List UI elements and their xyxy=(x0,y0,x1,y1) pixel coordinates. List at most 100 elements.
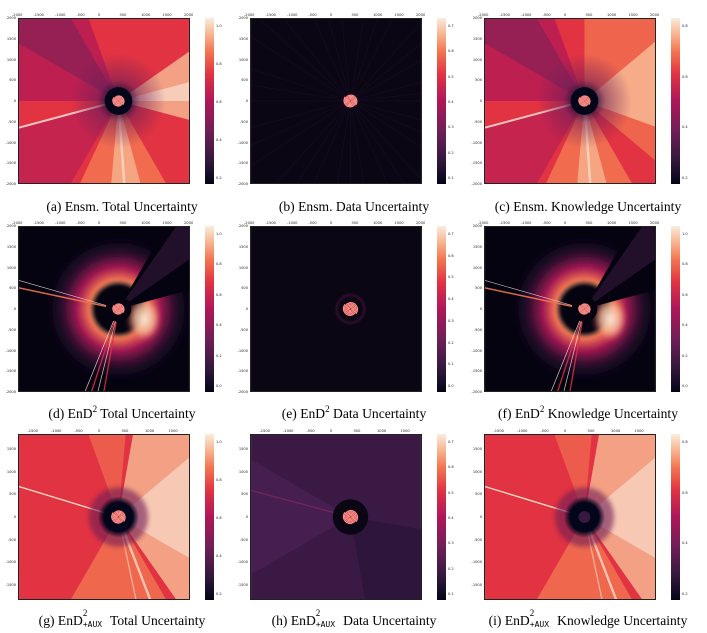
y-tick-label: 1000 xyxy=(6,469,16,474)
x-tick-label: 0 xyxy=(564,221,567,225)
x-tick-label: 0 xyxy=(564,429,567,433)
y-tick-label: 0 xyxy=(245,99,248,103)
y-tick-label: 500 xyxy=(241,78,248,83)
caption-i: (i) EnD 2 +AUX Knowledge Uncertainty xyxy=(470,608,706,629)
y-tick-label: -500 xyxy=(473,327,482,332)
caption-subscript: +AUX xyxy=(529,620,550,629)
y-tick-label: -1500 xyxy=(471,369,482,374)
spiral-arm xyxy=(344,94,358,106)
x-tick-label: -2000 xyxy=(244,221,255,225)
caption-prefix: (g) EnD xyxy=(38,613,83,628)
x-tick-label: -1000 xyxy=(521,13,532,17)
x-tick-label: -1500 xyxy=(33,221,44,225)
y-tick-label: -500 xyxy=(7,327,16,332)
uncertainty-ray xyxy=(350,22,421,102)
colorbar-tick-label: 0.8 xyxy=(682,440,688,444)
uncertainty-ray xyxy=(251,100,351,166)
y-tick-label: -2000 xyxy=(471,182,482,186)
colorbar-tick-label: 1.0 xyxy=(216,440,222,444)
colorbar-tick-label: 0.2 xyxy=(682,592,688,596)
x-tick-label: -1000 xyxy=(287,221,298,225)
colorbar xyxy=(437,226,446,392)
uncertainty-heatmap xyxy=(484,434,656,600)
y-tick-label: 1500 xyxy=(6,244,16,249)
uncertainty-ray xyxy=(258,19,351,102)
colorbar-tick-label: 0.4 xyxy=(216,138,222,142)
colorbar-tick-label: 1.0 xyxy=(216,232,222,236)
uncertainty-heatmap xyxy=(250,18,422,184)
panel-g: -1500 -1000 -500 0 500 1000 1500 1500 1000 500 0 -5… xyxy=(6,429,223,609)
colorbar xyxy=(205,226,214,392)
uncertainty-ray xyxy=(557,308,586,391)
panel-e: -2000 -1500 -1000 -500 0 500 1000 1500 2000 2000 1… xyxy=(238,221,455,401)
colorbar-tick-label: 0.8 xyxy=(216,62,222,66)
colorbar xyxy=(205,18,214,184)
uncertainty-ray xyxy=(350,93,421,102)
uncertainty-ray xyxy=(350,19,393,102)
colorbar-tick-label: 0.1 xyxy=(448,176,454,180)
x-tick-label: 1500 xyxy=(168,429,178,433)
y-tick-label: 1500 xyxy=(238,244,248,249)
colorbar-tick-label: 0.8 xyxy=(682,24,688,28)
colorbar-tick-label: 0.2 xyxy=(216,592,222,596)
spiral-arm xyxy=(112,304,124,315)
colorbar-tick-label: 0.3 xyxy=(448,125,454,130)
uncertainty-heatmap xyxy=(250,226,422,392)
caption-prefix: (b) Ensm. xyxy=(278,199,333,214)
y-tick-label: -1500 xyxy=(237,161,248,166)
y-tick-label: -500 xyxy=(7,119,16,124)
colorbar-tick-label: 0.8 xyxy=(682,262,688,267)
caption-suffix: Total Uncertainty xyxy=(100,406,196,421)
x-tick-label: -1000 xyxy=(282,429,294,433)
uncertainty-ray xyxy=(485,280,585,310)
uncertainty-heatmap xyxy=(484,18,656,184)
y-tick-label: 0 xyxy=(245,515,248,519)
uncertainty-wedge xyxy=(19,480,119,575)
y-tick-label: 1500 xyxy=(6,446,16,451)
caption-prefix: (f) EnD xyxy=(497,406,540,421)
x-tick-label: -2000 xyxy=(478,221,489,225)
y-tick-label: -1000 xyxy=(471,348,482,353)
colorbar-tick-label: 1.0 xyxy=(216,24,222,28)
caption-subscript: +AUX xyxy=(315,620,336,629)
y-tick-label: 0 xyxy=(13,99,16,103)
y-tick-label: -500 xyxy=(7,537,16,542)
y-tick-label: 1500 xyxy=(6,36,16,41)
y-tick-label: 1000 xyxy=(472,57,482,62)
x-tick-label: -1500 xyxy=(265,221,276,225)
colorbar xyxy=(671,18,680,184)
colorbar-tick-label: 0.6 xyxy=(216,100,222,104)
uncertainty-heatmap xyxy=(18,226,190,392)
uncertainty-ray xyxy=(84,308,119,391)
spiral-arm xyxy=(579,95,591,106)
bright-lobe xyxy=(126,295,162,343)
x-tick-label: -2000 xyxy=(12,221,23,225)
caption-d: (d) EnD2 Total Uncertainty xyxy=(4,405,240,422)
x-tick-label: -500 xyxy=(308,13,317,17)
x-tick-label: -1500 xyxy=(499,13,510,17)
caption-suffix: Knowledge Uncertainty xyxy=(557,613,688,628)
uncertainty-wedge xyxy=(118,227,189,309)
colorbar-tick-label: 0.6 xyxy=(448,49,454,54)
inner-core xyxy=(578,511,591,523)
colorbar-tick-label: 0.7 xyxy=(448,440,454,444)
colorbar-tick-label: 0.2 xyxy=(216,176,222,180)
colorbar-tick-label: 0.1 xyxy=(448,592,454,596)
caption-superscript: 2 xyxy=(82,608,88,618)
spiral-arm xyxy=(343,96,357,108)
x-tick-label: -2000 xyxy=(244,13,255,17)
x-tick-label: -1500 xyxy=(27,429,38,433)
colorbar-tick-label: 0.8 xyxy=(216,478,222,482)
x-tick-label: 2000 xyxy=(184,13,194,17)
x-tick-label: 1000 xyxy=(373,221,383,225)
caption-suffix: Total Uncertainty xyxy=(110,613,206,628)
x-tick-label: -1000 xyxy=(55,13,66,17)
colorbar-tick-label: 0.4 xyxy=(448,297,454,302)
y-tick-label: -2000 xyxy=(237,390,248,394)
colorbar-tick-label: 0.4 xyxy=(682,125,688,130)
y-tick-label: 500 xyxy=(241,492,248,497)
uncertainty-ray xyxy=(313,100,351,183)
uncertainty-heatmap xyxy=(18,18,190,184)
y-tick-label: 0 xyxy=(479,307,482,311)
colorbar-tick-label: 0.4 xyxy=(216,554,222,558)
